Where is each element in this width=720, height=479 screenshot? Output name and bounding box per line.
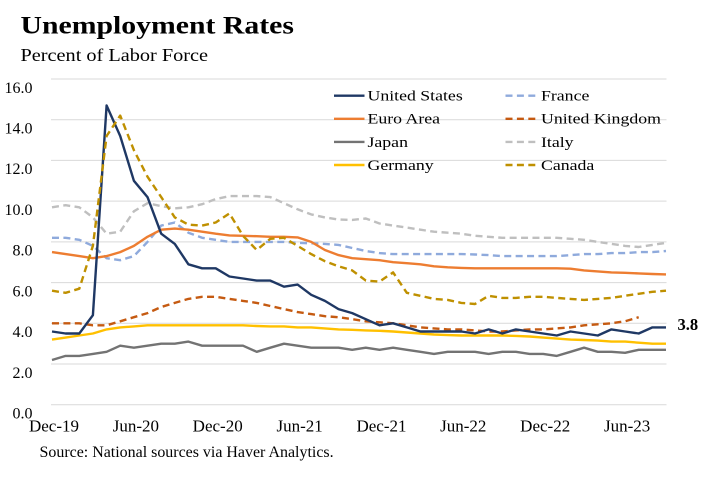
svg-text:Canada: Canada <box>541 156 595 173</box>
svg-text:0.0: 0.0 <box>13 406 33 423</box>
svg-text:12.0: 12.0 <box>5 161 33 178</box>
svg-text:France: France <box>541 87 589 104</box>
svg-text:Jun-21: Jun-21 <box>276 417 322 436</box>
svg-text:10.0: 10.0 <box>5 202 33 219</box>
svg-text:Percent of Labor Force: Percent of Labor Force <box>21 46 209 65</box>
svg-text:Unemployment Rates: Unemployment Rates <box>21 12 295 39</box>
svg-text:Dec-20: Dec-20 <box>193 417 243 436</box>
svg-text:Dec-19: Dec-19 <box>29 417 79 436</box>
svg-text:8.0: 8.0 <box>13 243 33 260</box>
svg-text:14.0: 14.0 <box>5 121 33 138</box>
svg-text:Italy: Italy <box>541 133 574 150</box>
svg-text:United States: United States <box>368 87 463 104</box>
svg-text:United Kingdom: United Kingdom <box>541 110 661 127</box>
svg-text:Dec-21: Dec-21 <box>356 417 406 436</box>
svg-text:Jun-23: Jun-23 <box>604 417 650 436</box>
svg-text:Jun-20: Jun-20 <box>113 417 159 436</box>
svg-text:Source: National sources via H: Source: National sources via Haver Analy… <box>40 444 334 461</box>
svg-text:16.0: 16.0 <box>5 80 33 97</box>
svg-text:4.0: 4.0 <box>13 324 33 341</box>
svg-text:Euro Area: Euro Area <box>368 110 441 127</box>
svg-text:Dec-22: Dec-22 <box>520 417 570 436</box>
svg-text:Japan: Japan <box>368 133 408 150</box>
svg-text:6.0: 6.0 <box>13 283 33 300</box>
svg-text:Germany: Germany <box>368 156 435 173</box>
svg-text:Jun-22: Jun-22 <box>440 417 486 436</box>
svg-text:2.0: 2.0 <box>13 365 33 382</box>
svg-text:3.8: 3.8 <box>678 315 699 334</box>
